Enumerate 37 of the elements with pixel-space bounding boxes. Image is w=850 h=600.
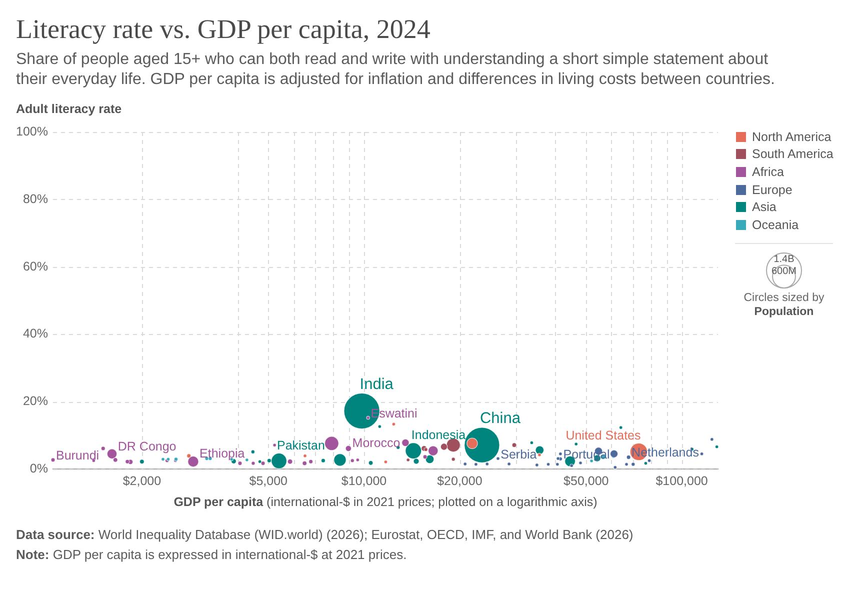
legend-label: 1.4B: [774, 254, 795, 265]
annotation: United States: [566, 428, 641, 442]
chart-subtitle: Share of people aged 15+ who can both read and write with understanding a short simple statement about their everyday life. GDP per capita is adjusted for inflation and differences in living costs between countries.: [16, 50, 776, 90]
x-tick-label: $100,000: [656, 474, 708, 488]
legend-label: North America: [752, 130, 832, 144]
text: Circles sized by Population: [742, 291, 826, 319]
legend-label: South America: [752, 147, 834, 162]
source-note: Data source: World Inequality Database (WID.world) (2026); Eurostat, OECD, IMF, and World Bank (2026): [16, 527, 634, 542]
x-tick-label: $5,000: [249, 474, 288, 488]
annotation: Morocco: [352, 436, 400, 450]
x-tick-label: $50,000: [564, 474, 609, 488]
annotation: China: [480, 410, 521, 428]
legend-label: Oceania: [752, 218, 799, 232]
y-tick-label: 80%: [22, 192, 48, 206]
annotation: India: [360, 376, 394, 393]
y-tick-label: 20%: [22, 394, 48, 408]
chart-title: Literacy rate vs. GDP per capita, 2024: [16, 14, 430, 45]
annotation: Burundi: [56, 448, 100, 462]
legend-label: 600M: [771, 266, 797, 277]
annotation: Ethiopia: [200, 446, 245, 461]
y-axis-title: Adult literacy rate: [16, 102, 122, 116]
text: Note: GDP per capita is expressed in international-$ at 2021 prices.: [16, 547, 407, 562]
y-tick-label: 0%: [30, 461, 48, 476]
annotation: Indonesia: [411, 428, 466, 442]
legend-label: Africa: [752, 164, 784, 179]
legend-label: Europe: [752, 182, 792, 197]
x-tick-label: $10,000: [341, 474, 387, 488]
y-tick-label: 60%: [22, 259, 48, 274]
y-tick-label: 40%: [22, 326, 48, 341]
x-tick-label: $2,000: [122, 474, 162, 488]
y-tick-label: 100%: [16, 124, 48, 138]
x-axis-title: GDP per capita (international-$ in 2021 prices; plotted on a logarithmic axis): [174, 495, 598, 509]
annotation: Pakistan: [276, 438, 325, 452]
annotation: Serbia: [500, 447, 537, 462]
x-tick-label: $20,000: [437, 474, 482, 488]
legend-label: Asia: [752, 200, 776, 214]
annotation: DR Congo: [118, 439, 176, 454]
